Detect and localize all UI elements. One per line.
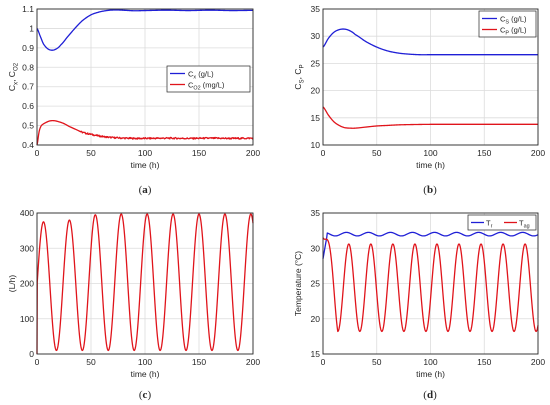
panel-caption: (b) bbox=[423, 184, 437, 196]
y-tick-label: 20 bbox=[311, 314, 321, 324]
series-line-1 bbox=[322, 231, 539, 259]
y-tick-label: 30 bbox=[311, 243, 321, 253]
legend-entry: Tr​ bbox=[486, 219, 493, 230]
x-axis-label: time (h) bbox=[131, 369, 160, 379]
x-tick-label: 200 bbox=[531, 357, 545, 367]
x-tick-label: 50 bbox=[86, 148, 96, 158]
y-tick-label: 400 bbox=[20, 208, 34, 218]
x-tick-label: 0 bbox=[321, 357, 326, 367]
y-tick-label: 300 bbox=[20, 243, 34, 253]
series-line-2 bbox=[36, 119, 254, 146]
panel-caption: (c) bbox=[139, 389, 152, 401]
x-tick-label: 50 bbox=[86, 357, 96, 367]
series-line-2 bbox=[322, 237, 539, 333]
y-axis-label: Cx​, CO2​ bbox=[7, 62, 19, 91]
y-axis-label: Temperature (°C) bbox=[293, 251, 303, 316]
x-tick-label: 50 bbox=[372, 357, 382, 367]
x-tick-label: 150 bbox=[192, 357, 206, 367]
x-axis-label: time (h) bbox=[416, 160, 445, 170]
series-line-1 bbox=[322, 28, 539, 56]
panel-a-chart: 0 50 100 150 200 0.4 0.5 0.6 0.7 0.8 0.9 1 1.1 time (… bbox=[7, 4, 260, 196]
x-tick-label: 100 bbox=[138, 148, 152, 158]
y-tick-label: 0.9 bbox=[22, 43, 34, 53]
x-tick-label: 150 bbox=[192, 148, 206, 158]
legend-entry: CO2​ (mg/L) bbox=[188, 81, 225, 92]
y-tick-label: 15 bbox=[311, 113, 321, 123]
axes-frame bbox=[36, 212, 254, 355]
y-tick-label: 1.1 bbox=[22, 4, 34, 14]
y-tick-label: 0.6 bbox=[22, 101, 34, 111]
y-tick-label: 200 bbox=[20, 279, 34, 289]
panel-caption: (a) bbox=[139, 184, 152, 196]
legend: CS​ (g/L)CP​ (g/L) bbox=[478, 10, 537, 38]
y-tick-label: 0.8 bbox=[22, 62, 34, 72]
legend-entry: CP​ (g/L) bbox=[500, 26, 527, 37]
y-tick-label: 0.7 bbox=[22, 82, 34, 92]
series-line-2 bbox=[322, 106, 539, 129]
y-axis-label: CS​, CP​ bbox=[293, 64, 305, 89]
legend-box bbox=[478, 10, 537, 38]
y-tick-label: 35 bbox=[311, 208, 321, 218]
y-tick-label: 35 bbox=[311, 4, 321, 14]
panel-b-chart: 0 50 100 150 200 10 15 20 25 30 35 time (h) CS​, CP​… bbox=[293, 4, 545, 196]
axes-frame bbox=[322, 212, 539, 355]
x-tick-label: 0 bbox=[35, 357, 40, 367]
y-tick-label: 0.4 bbox=[22, 140, 34, 150]
y-tick-label: 100 bbox=[20, 314, 34, 324]
y-tick-label: 25 bbox=[311, 58, 321, 68]
x-axis-label: time (h) bbox=[416, 369, 445, 379]
x-tick-label: 150 bbox=[477, 357, 491, 367]
x-tick-label: 0 bbox=[35, 148, 40, 158]
legend-box bbox=[467, 214, 537, 231]
y-tick-label: 1 bbox=[29, 23, 34, 33]
x-tick-label: 200 bbox=[246, 148, 260, 158]
panel-caption: (d) bbox=[423, 389, 437, 401]
series-line-1 bbox=[36, 9, 254, 51]
series-line-1 bbox=[36, 213, 254, 355]
y-tick-label: 20 bbox=[311, 86, 321, 96]
y-tick-label: 30 bbox=[311, 31, 321, 41]
legend-entry: CS​ (g/L) bbox=[500, 15, 527, 26]
legend: Tr​ Tag​ bbox=[467, 214, 537, 231]
legend-entry: Cx​ (g/L) bbox=[188, 70, 214, 81]
legend: Cx​ (g/L)CO2​ (mg/L) bbox=[166, 65, 251, 93]
panel-d-chart: 0 50 100 150 200 15 20 25 30 35 time (h) Temperatur… bbox=[293, 208, 545, 401]
axes-frame bbox=[36, 8, 254, 146]
x-tick-label: 0 bbox=[321, 148, 326, 158]
x-tick-label: 100 bbox=[423, 357, 437, 367]
y-tick-label: 25 bbox=[311, 279, 321, 289]
panel-c-chart: 0 50 100 150 200 0 100 200 300 400 time (h) (L/h) (c… bbox=[7, 208, 260, 401]
x-tick-label: 150 bbox=[477, 148, 491, 158]
legend-box bbox=[166, 65, 251, 93]
y-tick-label: 0.5 bbox=[22, 121, 34, 131]
x-tick-label: 200 bbox=[531, 148, 545, 158]
y-tick-label: 0 bbox=[29, 349, 34, 359]
x-tick-label: 50 bbox=[372, 148, 382, 158]
x-tick-label: 100 bbox=[138, 357, 152, 367]
x-axis-label: time (h) bbox=[131, 160, 160, 170]
y-axis-label: (L/h) bbox=[7, 275, 17, 293]
axes-frame bbox=[322, 8, 539, 146]
y-tick-label: 10 bbox=[311, 140, 321, 150]
x-tick-label: 200 bbox=[246, 357, 260, 367]
y-tick-label: 15 bbox=[311, 349, 321, 359]
legend-entry: Tag​ bbox=[519, 219, 530, 230]
x-tick-label: 100 bbox=[423, 148, 437, 158]
